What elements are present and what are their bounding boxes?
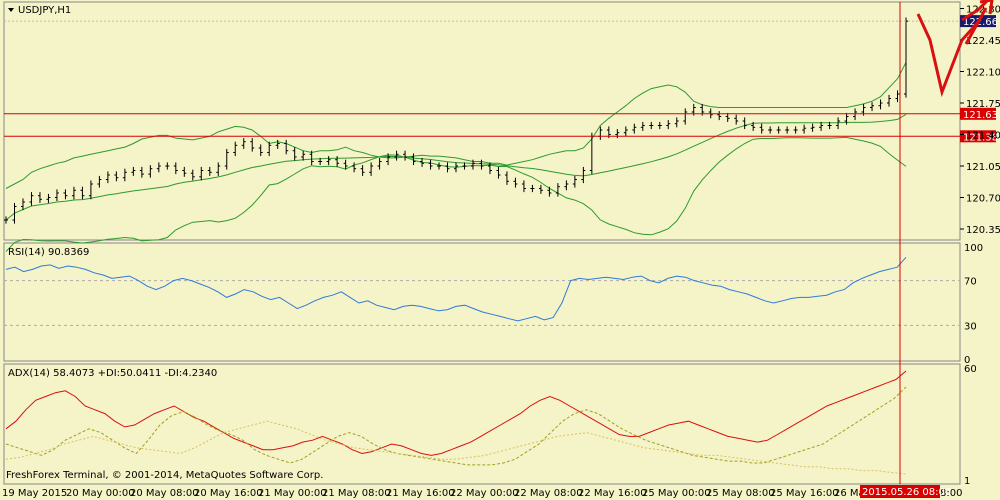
cursor-time-label: 2015.05.26 08:00: [862, 487, 951, 498]
rsi-layer: [4, 256, 960, 326]
rsi-y-tick-label: 70: [964, 277, 977, 288]
level-price-tag: [960, 107, 996, 120]
rsi-title: RSI(14) 90.8369: [8, 247, 89, 258]
x-axis-label: 25 May 16:00: [770, 488, 839, 499]
rsi-panel: [3, 242, 961, 362]
level-price-tag: [960, 130, 996, 143]
price-title: USDJPY,H1: [18, 5, 71, 16]
price-y-tick-label: 122.80: [966, 5, 1000, 16]
rsi-y-tick-label: 0: [964, 355, 970, 366]
footer-copyright: FreshForex Terminal, © 2001-2014, MetaQu…: [6, 470, 323, 481]
x-axis-label: 21 May 00:00: [258, 488, 327, 499]
last-price-label: 122.66: [963, 17, 998, 28]
adx-line: [5, 370, 907, 456]
x-axis-label: 22 May 08:00: [514, 488, 583, 499]
x-axis-label: 22 May 16:00: [578, 488, 647, 499]
rsi-y-tick-label: 100: [964, 243, 983, 254]
v-stroke-annotation: [916, 13, 982, 98]
dropdown-triangle-icon[interactable]: [8, 8, 14, 12]
price-y-tick-label: 122.10: [966, 68, 1000, 79]
x-axis-label: 19 May 2015: [2, 488, 67, 499]
x-axis-label: 20 May 00:00: [66, 488, 135, 499]
level-price-label: 121.63: [963, 110, 998, 121]
price-y-tick-label: 120.35: [966, 225, 1000, 236]
adx-panel: [3, 363, 961, 485]
adx-title: ADX(14) 58.4073 +DI:50.0411 -DI:4.2340: [8, 368, 217, 379]
x-axis-label: 22 May 00:00: [450, 488, 519, 499]
bollinger-lower-line: [5, 136, 907, 252]
adx-y-tick-label: 60: [964, 364, 977, 375]
x-axis-label: 8:00: [940, 488, 962, 499]
cursor-time-tag: [860, 485, 940, 498]
x-axis-label: 26 Ma: [834, 488, 865, 499]
x-axis-label: 20 May 08:00: [130, 488, 199, 499]
x-axis-label: 21 May 08:00: [322, 488, 391, 499]
price-y-tick-label: 121.75: [966, 99, 1000, 110]
rsi-y-tick-label: 30: [964, 321, 977, 332]
x-axis-label: 25 May 08:00: [706, 488, 775, 499]
price-y-tick-label: 121.40: [966, 131, 1000, 142]
price-y-tick-label: 121.05: [966, 162, 1000, 173]
plus-di-line: [5, 386, 907, 466]
price-layer: [4, 17, 960, 252]
adx-y-tick-label: 1: [964, 476, 970, 487]
x-axis-label: 20 May 16:00: [194, 488, 263, 499]
rsi-line: [5, 256, 907, 322]
x-axis-label: 25 May 00:00: [642, 488, 711, 499]
price-panel: [3, 1, 961, 241]
x-axis-label: 21 May 16:00: [386, 488, 455, 499]
price-y-tick-label: 120.70: [966, 194, 1000, 205]
level-price-label: 121.38: [963, 132, 998, 143]
price-y-tick-label: 122.45: [966, 36, 1000, 47]
adx-layer: [5, 370, 907, 475]
